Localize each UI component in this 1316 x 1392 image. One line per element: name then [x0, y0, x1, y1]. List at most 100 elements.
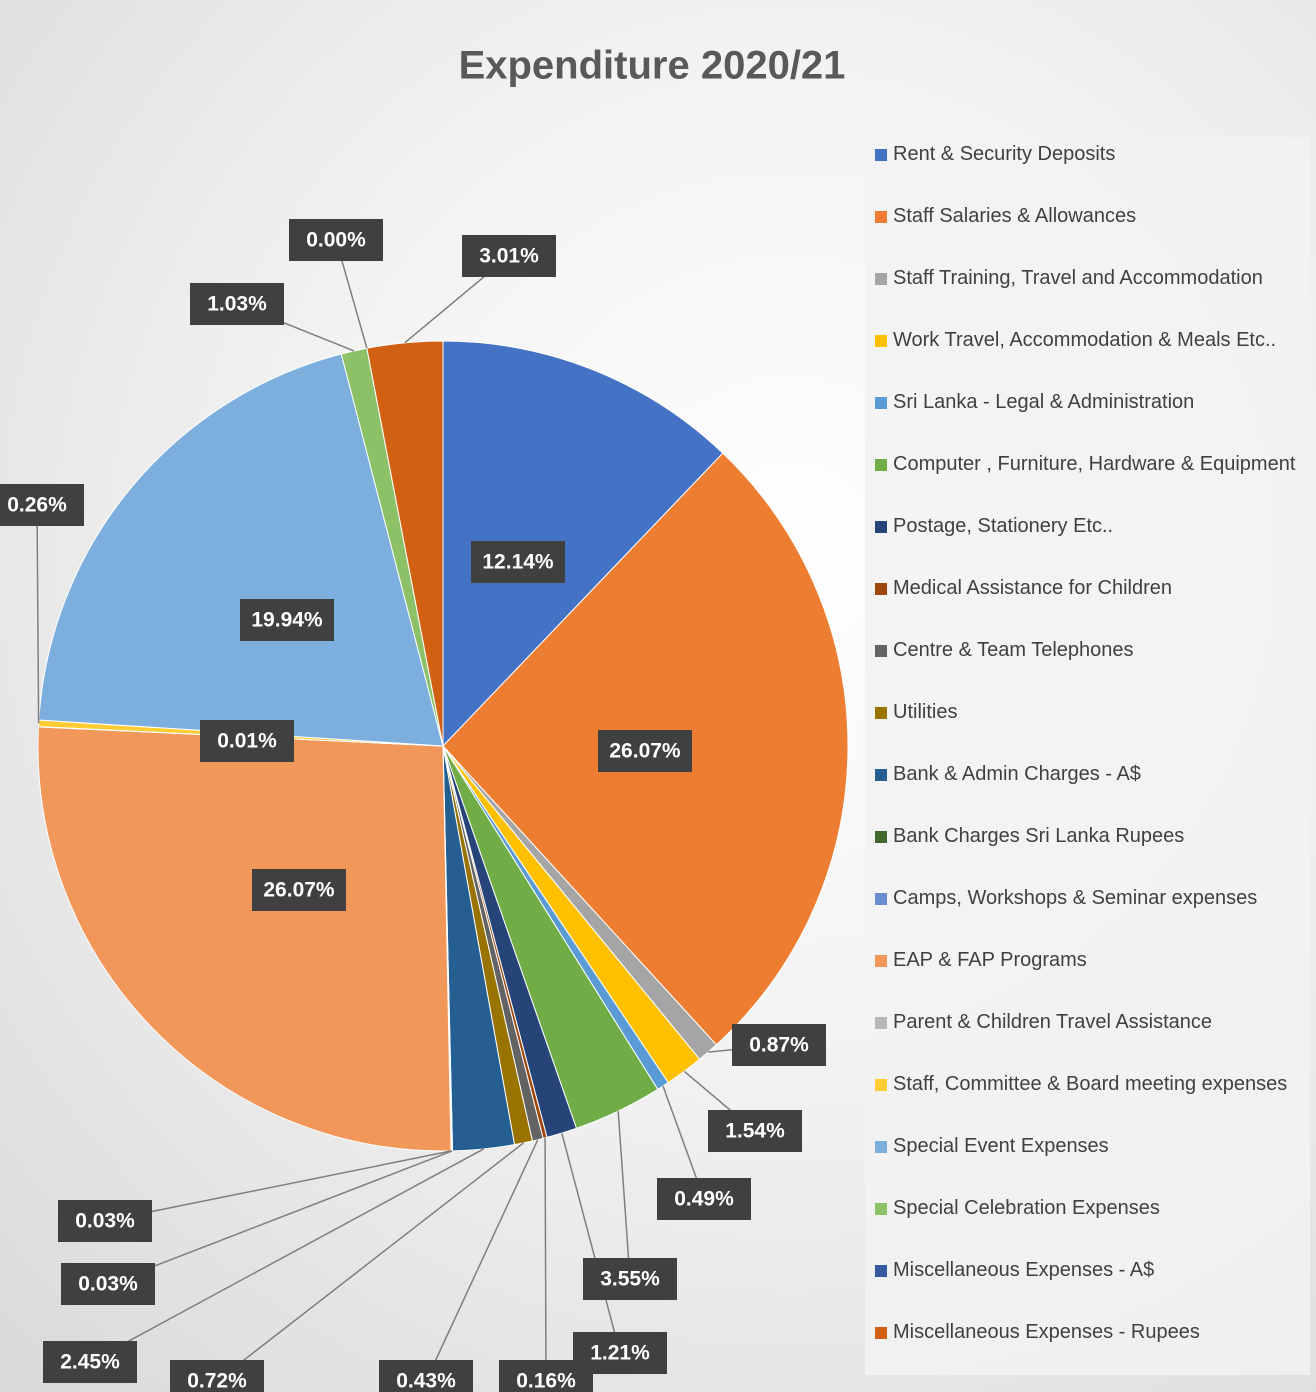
legend-swatch — [875, 397, 887, 409]
data-label: 3.55% — [600, 1268, 660, 1291]
label-box — [190, 283, 284, 325]
legend-item: Computer , Furniture, Hardware & Equipme… — [875, 449, 1305, 479]
slice — [366, 340, 444, 747]
data-label: 0.43% — [396, 1370, 456, 1392]
leader-line — [107, 1150, 453, 1285]
leader-line — [561, 1132, 621, 1354]
legend-item: Bank & Admin Charges - A$ — [875, 759, 1305, 789]
legend-item: Staff Training, Travel and Accommodation — [875, 263, 1305, 293]
data-label: 0.16% — [516, 1370, 576, 1392]
label-box — [583, 1258, 677, 1300]
legend-swatch — [875, 1265, 887, 1277]
leader-line — [425, 1139, 539, 1382]
legend-swatch — [875, 211, 887, 223]
legend-item: Camps, Workshops & Seminar expenses — [875, 883, 1305, 913]
data-label: 1.54% — [725, 1120, 785, 1143]
data-label: 0.03% — [78, 1273, 138, 1296]
legend-swatch — [875, 521, 887, 533]
legend-item: Special Celebration Expenses — [875, 1193, 1305, 1223]
slice — [442, 340, 724, 748]
legend-item: Medical Assistance for Children — [875, 573, 1305, 603]
leader-line — [89, 1148, 484, 1363]
label-box — [379, 1360, 473, 1392]
label-box — [240, 599, 334, 641]
legend-label: Parent & Children Travel Assistance — [893, 1011, 1213, 1033]
legend-swatch — [875, 459, 887, 471]
legend-label: Camps, Workshops & Seminar expenses — [893, 887, 1258, 909]
slice — [38, 353, 444, 747]
legend-item: Work Travel, Accommodation & Meals Etc.. — [875, 325, 1305, 355]
legend-swatch — [875, 1017, 887, 1029]
label-box — [657, 1178, 751, 1220]
leader-line — [617, 1111, 631, 1280]
legend-label: Staff, Committee & Board meeting expense… — [893, 1073, 1288, 1095]
data-label: 3.01% — [479, 245, 539, 268]
legend-label: Computer , Furniture, Hardware & Equipme… — [893, 453, 1296, 475]
legend-swatch — [875, 831, 887, 843]
legend-label: Staff Salaries & Allowances — [893, 205, 1137, 227]
legend-item: Special Event Expenses — [875, 1131, 1305, 1161]
leader-line — [216, 1142, 524, 1382]
legend-label: Special Event Expenses — [893, 1135, 1109, 1157]
data-label: 0.01% — [217, 730, 277, 753]
legend-item: Miscellaneous Expenses - A$ — [875, 1255, 1305, 1285]
legend-label: Miscellaneous Expenses - A$ — [893, 1259, 1155, 1281]
label-box — [200, 720, 294, 762]
slices — [37, 340, 849, 1152]
data-label: 0.72% — [187, 1370, 247, 1392]
legend-swatch — [875, 583, 887, 595]
legend-label: Work Travel, Accommodation & Meals Etc.. — [893, 329, 1277, 351]
legend-item: Bank Charges Sri Lanka Rupees — [875, 821, 1305, 851]
label-box — [598, 730, 692, 772]
legend-label: Bank Charges Sri Lanka Rupees — [893, 825, 1185, 847]
data-label: 19.94% — [251, 609, 323, 632]
legend: Rent & Security Deposits Staff Salaries &… — [865, 137, 1310, 1375]
legend-label: Medical Assistance for Children — [893, 577, 1173, 599]
legend-swatch — [875, 1203, 887, 1215]
data-label: 0.49% — [674, 1188, 734, 1211]
data-label: 12.14% — [482, 551, 554, 574]
legend-swatch — [875, 273, 887, 285]
data-label: 1.03% — [207, 293, 267, 316]
legend-swatch — [875, 149, 887, 161]
label-box — [252, 869, 346, 911]
leader-line — [104, 1150, 452, 1222]
legend-item: Parent & Children Travel Assistance — [875, 1007, 1305, 1037]
legend-label: Centre & Team Telephones — [893, 639, 1134, 661]
legend-swatch — [875, 1079, 887, 1091]
legend-swatch — [875, 769, 887, 781]
legend-label: EAP & FAP Programs — [893, 949, 1087, 971]
label-box — [43, 1341, 137, 1383]
data-label: 0.26% — [7, 494, 67, 517]
data-label: 26.07% — [609, 740, 681, 763]
legend-item: Sri Lanka - Legal & Administration — [875, 387, 1305, 417]
legend-item: Postage, Stationery Etc.. — [875, 511, 1305, 541]
legend-label: Staff Training, Travel and Accommodation — [893, 267, 1263, 289]
legend-label: Postage, Stationery Etc.. — [893, 515, 1114, 537]
legend-label: Miscellaneous Expenses - Rupees — [893, 1321, 1200, 1343]
legend-label: Bank & Admin Charges - A$ — [893, 763, 1141, 785]
data-label: 1.21% — [590, 1342, 650, 1365]
legend-item: Utilities — [875, 697, 1305, 727]
legend-swatch — [875, 1327, 887, 1339]
legend-item: EAP & FAP Programs — [875, 945, 1305, 975]
slice — [37, 726, 452, 1152]
data-label: 0.03% — [75, 1210, 135, 1233]
label-box — [58, 1200, 152, 1242]
data-label: 0.00% — [306, 229, 366, 252]
label-box — [289, 219, 383, 261]
data-labels: 12.14% 26.07% 0.87% 1.54% 0.49% 3.55% 1.21% 0.1… — [0, 219, 826, 1392]
label-box — [471, 541, 565, 583]
legend-label: Utilities — [893, 701, 958, 723]
legend-item: Centre & Team Telephones — [875, 635, 1305, 665]
legend-swatch — [875, 335, 887, 347]
label-box — [462, 235, 556, 277]
legend-item: Rent & Security Deposits — [875, 139, 1305, 169]
leader-line — [544, 1137, 547, 1382]
chart-title: Expenditure 2020/21 — [459, 44, 846, 88]
legend-label: Special Celebration Expenses — [893, 1197, 1160, 1219]
legend-item: Staff, Committee & Board meeting expense… — [875, 1069, 1305, 1099]
data-label: 2.45% — [60, 1351, 120, 1374]
